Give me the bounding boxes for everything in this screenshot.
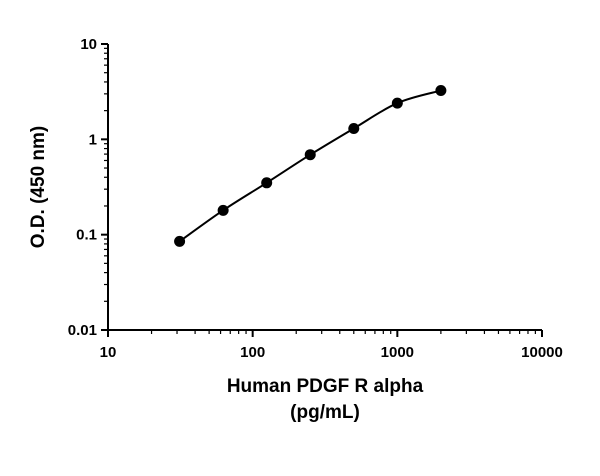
y-ticks: 0.01 0.1 1 10 [68, 36, 108, 339]
y-tick-label: 1 [89, 131, 97, 148]
x-tick-label: 10000 [521, 344, 563, 361]
x-tick-label: 100 [240, 344, 265, 361]
x-axis-title-line-1: Human PDGF R alpha [227, 376, 424, 397]
data-point [391, 97, 403, 109]
data-point [348, 122, 360, 134]
plot-area [174, 85, 447, 247]
data-points [174, 85, 447, 247]
y-tick-label: 0.1 [76, 227, 97, 244]
fit-curve [179, 89, 442, 243]
data-point [217, 204, 229, 216]
x-tick-label: 1000 [381, 344, 414, 361]
x-tick-label: 10 [100, 344, 117, 361]
axes [107, 44, 542, 331]
data-point [435, 85, 447, 97]
data-point [261, 177, 273, 189]
x-axis-title-line-2: (pg/mL) [290, 402, 360, 423]
x-ticks: 10 100 1000 10000 [100, 330, 563, 361]
y-axis-title: O.D. (450 nm) [28, 126, 49, 248]
y-tick-label: 0.01 [68, 322, 97, 339]
data-point [304, 149, 316, 161]
data-point [174, 235, 186, 247]
y-tick-label: 10 [80, 36, 97, 53]
